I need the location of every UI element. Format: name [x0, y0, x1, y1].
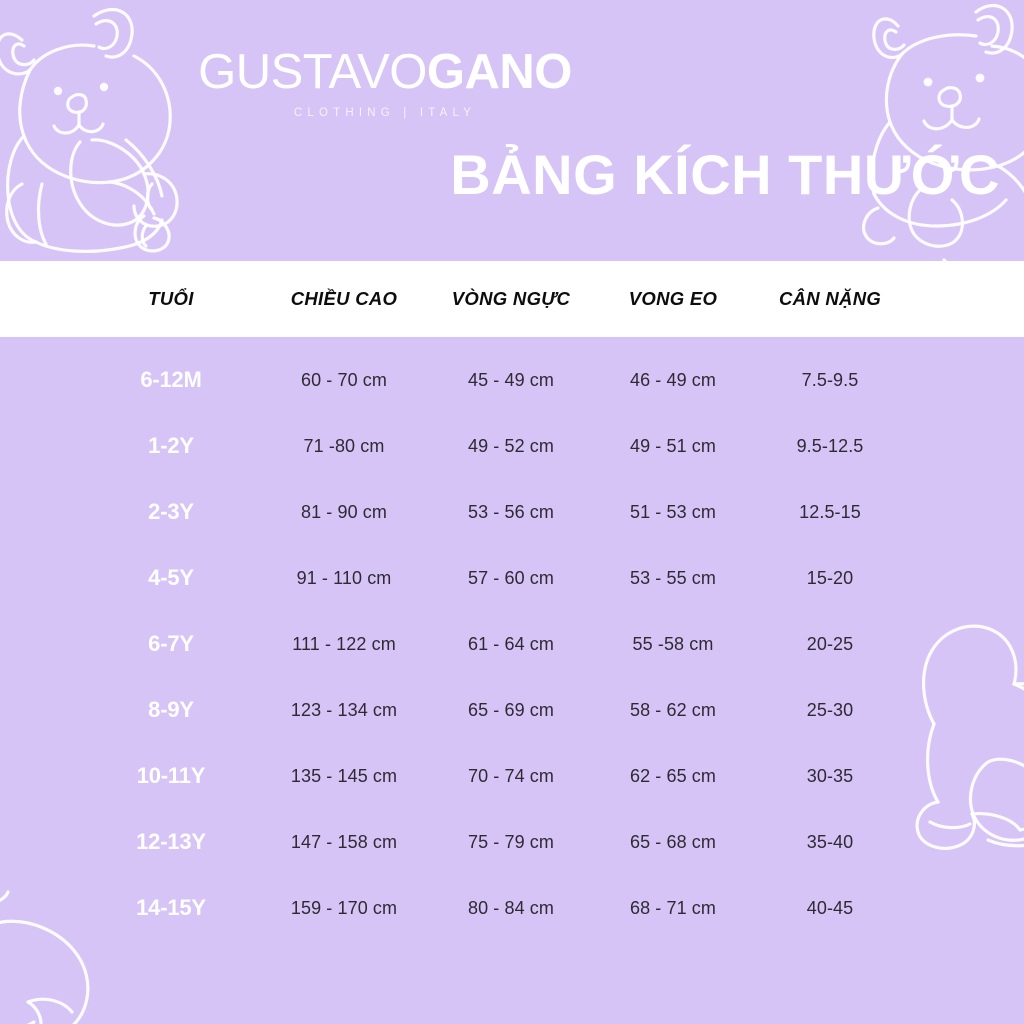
- table-header-row: TUỔI CHIỀU CAO VÒNG NGỰC VONG EO CÂN NẶN…: [0, 261, 1024, 337]
- cell-age: 6-12M: [140, 367, 202, 392]
- cell-weight: 12.5-15: [799, 501, 861, 522]
- cell-height: 135 - 145 cm: [290, 765, 398, 786]
- cell-weight: 9.5-12.5: [796, 435, 864, 456]
- cell-height: 60 - 70 cm: [300, 369, 388, 390]
- cell-waist: 68 - 71 cm: [629, 897, 717, 918]
- page-title: BẢNG KÍCH THƯỚC: [450, 143, 1000, 206]
- cell-height: 71 -80 cm: [303, 435, 385, 456]
- cell-age: 14-15Y: [136, 895, 206, 920]
- cell-chest: 80 - 84 cm: [467, 897, 555, 918]
- cell-height: 123 - 134 cm: [290, 699, 398, 720]
- cell-age: 4-5Y: [148, 565, 194, 590]
- cell-waist: 58 - 62 cm: [629, 699, 717, 720]
- table-row: 4-5Y 91 - 110 cm 57 - 60 cm 53 - 55 cm 15-20: [0, 545, 1024, 611]
- cell-chest: 53 - 56 cm: [467, 501, 555, 522]
- cell-weight: 7.5-9.5: [801, 369, 859, 390]
- cell-chest: 75 - 79 cm: [467, 831, 555, 852]
- cell-chest: 70 - 74 cm: [467, 765, 555, 786]
- cell-weight: 40-45: [806, 897, 854, 918]
- table-row: 6-7Y 111 - 122 cm 61 - 64 cm 55 -58 cm 20-25: [0, 611, 1024, 677]
- cell-waist: 51 - 53 cm: [629, 501, 717, 522]
- cell-height: 81 - 90 cm: [300, 501, 388, 522]
- table-row: 14-15Y 159 - 170 cm 80 - 84 cm 68 - 71 cm 40…: [0, 875, 1024, 941]
- cell-age: 12-13Y: [136, 829, 206, 854]
- column-header-height: CHIỀU CAO: [290, 288, 398, 309]
- cell-weight: 25-30: [806, 699, 854, 720]
- cell-age: 1-2Y: [148, 433, 194, 458]
- brand-name: GUSTAVOGANO: [175, 48, 595, 97]
- cell-waist: 46 - 49 cm: [629, 369, 717, 390]
- table-row: 2-3Y 81 - 90 cm 53 - 56 cm 51 - 53 cm 12.5-1…: [0, 479, 1024, 545]
- cell-waist: 49 - 51 cm: [629, 435, 717, 456]
- brand-logo: GUSTAVOGANO CLOTHING | ITALY: [175, 48, 595, 120]
- table-row: 1-2Y 71 -80 cm 49 - 52 cm 49 - 51 cm 9.5-12.…: [0, 413, 1024, 479]
- table-row: 8-9Y 123 - 134 cm 65 - 69 cm 58 - 62 cm 25-3…: [0, 677, 1024, 743]
- cell-waist: 62 - 65 cm: [629, 765, 717, 786]
- cell-age: 6-7Y: [148, 631, 194, 656]
- table-header-band: TUỔI CHIỀU CAO VÒNG NGỰC VONG EO CÂN NẶN…: [0, 261, 1024, 337]
- cell-height: 147 - 158 cm: [290, 831, 398, 852]
- brand-name-light: GUSTAVO: [198, 45, 427, 99]
- cell-height: 111 - 122 cm: [292, 633, 396, 654]
- poster-header: GUSTAVOGANO CLOTHING | ITALY BẢNG KÍCH T…: [0, 0, 1024, 261]
- cell-waist: 65 - 68 cm: [629, 831, 717, 852]
- table-row: 12-13Y 147 - 158 cm 75 - 79 cm 65 - 68 cm 35…: [0, 809, 1024, 875]
- cell-chest: 49 - 52 cm: [467, 435, 555, 456]
- brand-name-bold: GANO: [426, 45, 573, 99]
- table-row: 10-11Y 135 - 145 cm 70 - 74 cm 62 - 65 cm 30…: [0, 743, 1024, 809]
- cell-weight: 20-25: [806, 633, 854, 654]
- cell-height: 159 - 170 cm: [290, 897, 398, 918]
- cell-chest: 61 - 64 cm: [467, 633, 555, 654]
- cell-age: 2-3Y: [148, 499, 194, 524]
- cell-weight: 15-20: [806, 567, 854, 588]
- cell-waist: 53 - 55 cm: [629, 567, 717, 588]
- table-body: 6-12M 60 - 70 cm 45 - 49 cm 46 - 49 cm 7.5-9…: [0, 337, 1024, 1024]
- cell-chest: 45 - 49 cm: [467, 369, 555, 390]
- cell-waist: 55 -58 cm: [632, 633, 714, 654]
- column-header-weight: CÂN NẶNG: [778, 288, 882, 309]
- cell-weight: 35-40: [806, 831, 854, 852]
- column-header-age: TUỔI: [148, 288, 194, 309]
- cell-chest: 57 - 60 cm: [467, 567, 555, 588]
- brand-tagline: CLOTHING | ITALY: [293, 107, 477, 119]
- cell-height: 91 - 110 cm: [296, 567, 392, 588]
- cell-age: 10-11Y: [136, 763, 206, 788]
- table-row: 6-12M 60 - 70 cm 45 - 49 cm 46 - 49 cm 7.5-9…: [0, 347, 1024, 413]
- cell-weight: 30-35: [806, 765, 854, 786]
- column-header-chest: VÒNG NGỰC: [451, 288, 571, 309]
- cell-age: 8-9Y: [148, 697, 194, 722]
- column-header-waist: VONG EO: [628, 288, 718, 309]
- cell-chest: 65 - 69 cm: [467, 699, 555, 720]
